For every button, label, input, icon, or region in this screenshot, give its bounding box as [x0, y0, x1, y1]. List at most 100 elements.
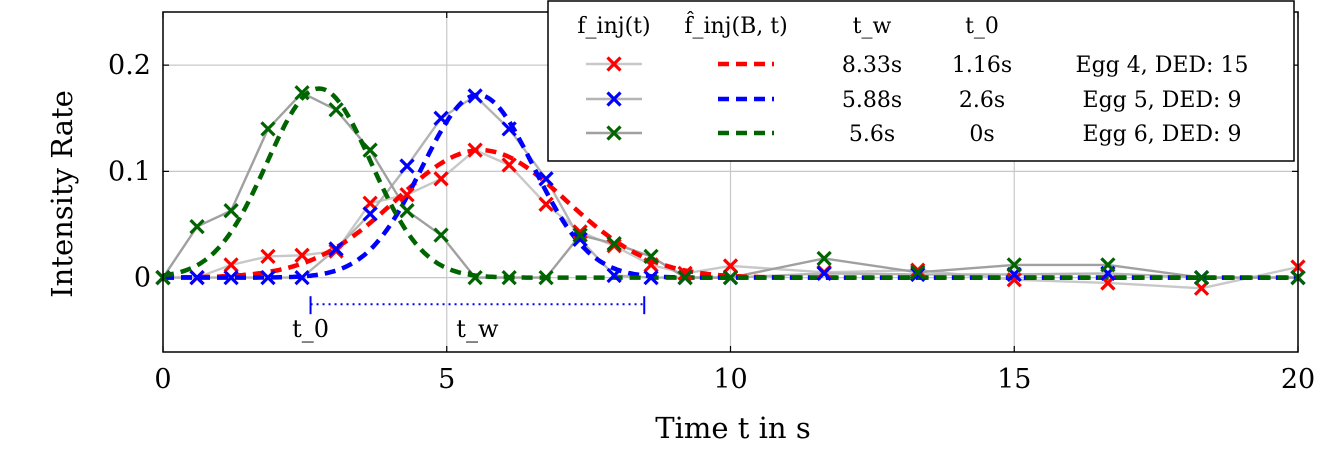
marker-stroke: [223, 257, 239, 273]
data-point-1: [1006, 272, 1022, 288]
marker-stroke: [606, 235, 622, 252]
y-tick-label: 0: [134, 263, 151, 294]
y-tick-labels: 0 0.1 0.2: [108, 50, 151, 294]
marker-stroke: [501, 269, 517, 286]
data-point-2: [223, 269, 239, 286]
data-point-2: [606, 267, 622, 284]
data-point-2: [328, 241, 344, 257]
data-point-3: [677, 269, 693, 286]
marker-stroke: [606, 91, 622, 107]
marker-stroke: [399, 187, 415, 203]
data-point-3: [1100, 257, 1116, 273]
marker-stroke: [294, 269, 310, 286]
data-point-3: [572, 227, 588, 243]
marker-stroke: [501, 157, 517, 173]
data-point-1: [223, 257, 239, 273]
y-axis-label: Intensity Rate: [45, 90, 79, 298]
data-point-2: [467, 88, 483, 104]
marker-stroke: [433, 227, 449, 243]
data-point-1: [467, 142, 483, 158]
marker-stroke: [572, 227, 588, 243]
marker-stroke: [189, 218, 205, 235]
marker-stroke: [362, 206, 378, 222]
marker-stroke: [294, 247, 310, 263]
data-point-3: [294, 85, 310, 101]
data-point-2: [816, 265, 832, 282]
x-tick-labels: 0 5 10 15 20: [154, 364, 1315, 395]
t0-label: t_0: [292, 315, 329, 343]
marker-stroke: [572, 231, 588, 248]
data-point-3: [362, 142, 378, 158]
data-point-1: [722, 258, 739, 274]
marker-stroke: [538, 171, 554, 187]
marker-stroke: [501, 121, 517, 137]
data-point-3: [1193, 269, 1210, 286]
marker-stroke: [260, 248, 276, 265]
marker-stroke: [538, 196, 554, 212]
data-point-1: [501, 157, 517, 173]
marker-stroke: [362, 142, 378, 158]
marker-stroke: [643, 248, 659, 265]
data-point-2: [643, 269, 659, 286]
marker-stroke: [260, 121, 276, 137]
data-point-3: [223, 203, 239, 219]
legend-header-2: f̂_inj(B, t): [684, 12, 787, 39]
marker-stroke: [1193, 269, 1210, 286]
legend-t0-3: 0s: [969, 122, 994, 147]
marker-stroke: [1006, 257, 1022, 273]
data-point-1: [294, 247, 310, 263]
data-point-2: [260, 269, 276, 286]
legend-header-1: f_inj(t): [577, 14, 650, 39]
legend-tw-3: 5.6s: [849, 122, 895, 147]
marker-stroke: [223, 203, 239, 219]
legend-header-3: t_w: [853, 14, 892, 39]
marker-stroke: [722, 258, 739, 274]
marker-stroke: [677, 265, 693, 282]
x-tick-label: 15: [997, 364, 1031, 395]
legend-t0-1: 1.16s: [952, 53, 1012, 78]
legend-box: [547, 0, 1295, 162]
data-point-3: [260, 121, 276, 137]
data-point-1: [260, 248, 276, 265]
marker-stroke: [467, 142, 483, 158]
marker-stroke: [399, 158, 415, 174]
data-point-2: [294, 269, 310, 286]
legend-header-4: t_0: [965, 14, 999, 39]
data-point-2: [433, 110, 449, 126]
marker-stroke: [643, 269, 659, 286]
data-point-3: [538, 269, 554, 286]
legend-marker-1: [606, 56, 622, 72]
marker-stroke: [606, 267, 622, 284]
marker-stroke: [722, 269, 739, 286]
legend-series-name-2: Egg 5, DED: 9: [1083, 88, 1242, 113]
marker-stroke: [294, 85, 310, 101]
x-axis-label: Time t in s: [655, 411, 810, 445]
x-tick-label: 10: [713, 364, 747, 395]
data-point-3: [910, 264, 926, 280]
marker-stroke: [223, 269, 239, 286]
marker-stroke: [606, 56, 622, 72]
marker-stroke: [328, 241, 344, 257]
legend-series-name-1: Egg 4, DED: 15: [1076, 53, 1249, 78]
legend: f_inj(t) f̂_inj(B, t) t_w t_0 8.33s 1.16s Egg …: [547, 0, 1295, 162]
data-point-3: [189, 218, 205, 235]
marker-stroke: [328, 102, 344, 118]
tw-label: t_w: [456, 315, 499, 343]
marker-stroke: [189, 269, 205, 286]
legend-marker-3: [606, 125, 622, 141]
data-point-3: [816, 250, 832, 267]
marker-stroke: [399, 203, 415, 219]
data-point-3: [328, 102, 344, 118]
data-point-2: [189, 269, 205, 286]
y-tick-label: 0.1: [108, 156, 151, 187]
series-layer: [155, 85, 1306, 296]
data-point-2: [399, 158, 415, 174]
data-point-3: [467, 269, 483, 286]
marker-stroke: [260, 269, 276, 286]
marker-stroke: [433, 110, 449, 126]
marker-stroke: [816, 250, 832, 267]
marker-stroke: [910, 264, 926, 280]
marker-stroke: [1100, 257, 1116, 273]
marker-stroke: [816, 265, 832, 282]
